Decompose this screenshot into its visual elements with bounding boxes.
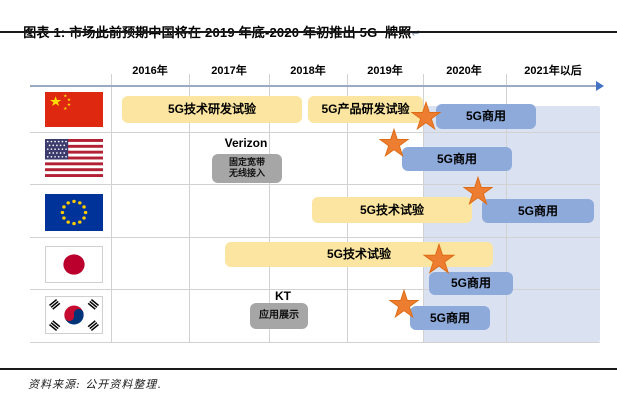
footer-divider-line	[0, 368, 617, 370]
eu-milestone-star-icon	[461, 175, 495, 209]
usa-annotation-line-1: 固定宽带	[228, 157, 265, 167]
gridline-vertical	[111, 74, 112, 342]
japan-commercial-bar: 5G商用	[429, 272, 513, 295]
japan-milestone-star-icon	[421, 242, 457, 278]
japan-trial-bar: 5G技术试验	[225, 242, 493, 267]
china-commercial-bar: 5G商用	[436, 104, 536, 129]
japan-flag-icon	[45, 246, 103, 283]
paragraph-return-mark: ↵	[411, 28, 421, 40]
usa-annotation-line-2: 无线接入	[228, 168, 265, 178]
eu-trial-bar: 5G技术试验	[312, 197, 472, 223]
china-flag-icon	[45, 92, 103, 127]
gridline-horizontal	[30, 342, 600, 343]
usa-milestone-star-icon	[377, 127, 411, 161]
gridline-horizontal	[30, 237, 600, 238]
gridline-horizontal	[30, 132, 600, 133]
gridline-vertical	[189, 74, 190, 342]
eu-flag-icon	[45, 194, 103, 231]
source-note: 资料来源: 公开资料整理.	[28, 378, 162, 391]
year-header-2021-plus: 2021年以后	[524, 65, 582, 77]
usa-commercial-bar: 5G商用	[402, 147, 512, 171]
gridline-horizontal	[30, 184, 600, 185]
usa-flag-icon	[45, 139, 103, 177]
china-milestone-star-icon	[409, 100, 443, 134]
highlight-region-2020-plus	[423, 106, 600, 342]
eu-commercial-bar: 5G商用	[482, 199, 594, 223]
korea-annotation-line-1: 应用展示	[259, 310, 299, 321]
china-trial-bar-rd: 5G技术研发试验	[122, 96, 302, 123]
timeline-axis-arrow-icon	[596, 81, 604, 91]
korea-milestone-star-icon	[387, 288, 421, 322]
usa-operator-label: Verizon	[224, 136, 268, 150]
title-divider-line	[0, 31, 617, 33]
china-trial-bar-product: 5G产品研发试验	[308, 96, 423, 123]
korea-annotation-box: 应用展示	[250, 303, 308, 329]
gridline-horizontal	[30, 289, 600, 290]
year-header-2018: 2018年	[290, 65, 326, 77]
timeline-axis	[30, 85, 596, 87]
year-header-2019: 2019年	[367, 65, 403, 77]
year-header-2020: 2020年	[446, 65, 482, 77]
korea-operator-label: KT	[275, 289, 291, 303]
usa-annotation-box: 固定宽带 无线接入	[212, 154, 282, 183]
korea-flag-icon	[45, 296, 103, 334]
gridline-vertical	[269, 74, 270, 342]
year-header-2016: 2016年	[132, 65, 168, 77]
korea-commercial-bar: 5G商用	[410, 306, 490, 330]
year-header-2017: 2017年	[211, 65, 247, 77]
